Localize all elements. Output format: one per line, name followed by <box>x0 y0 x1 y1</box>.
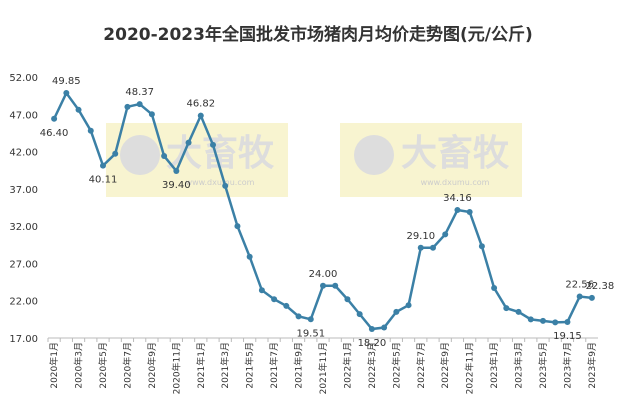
watermark-url: www.dxumu.com <box>421 178 490 187</box>
x-tick-label: 2023年3月 <box>513 342 525 389</box>
x-tick-label: 2023年7月 <box>561 342 573 389</box>
x-tick-label: 2022年5月 <box>390 342 402 389</box>
point <box>271 296 278 303</box>
x-tick-label: 2022年9月 <box>439 342 451 389</box>
point <box>430 244 436 251</box>
data-label: 48.37 <box>125 87 154 98</box>
data-label: 34.16 <box>443 193 472 204</box>
data-label: 46.40 <box>40 128 69 139</box>
point <box>75 106 82 113</box>
data-label: 24.00 <box>309 269 338 280</box>
point <box>393 308 400 315</box>
x-tick-label: 2020年5月 <box>97 342 109 389</box>
point <box>246 253 253 260</box>
y-tick-label: 32.00 <box>9 222 38 233</box>
point <box>87 127 94 134</box>
point <box>197 112 204 119</box>
x-tick-label: 2021年3月 <box>219 342 231 389</box>
data-label: 46.82 <box>186 99 215 110</box>
data-label: 49.85 <box>52 76 81 87</box>
point <box>51 115 58 122</box>
point <box>442 231 449 238</box>
x-tick-label: 2020年1月 <box>48 342 60 389</box>
point <box>332 282 339 289</box>
data-label: 29.10 <box>406 231 435 242</box>
data-label: 22.56 <box>565 280 594 291</box>
point <box>320 282 326 289</box>
point <box>63 90 70 97</box>
x-tick-label: 2023年5月 <box>537 342 549 389</box>
x-tick-label: 2022年7月 <box>415 342 427 389</box>
x-tick-label: 2020年3月 <box>73 342 85 389</box>
point <box>588 294 595 301</box>
x-tick-label: 2023年1月 <box>488 342 500 389</box>
x-tick-label: 2022年3月 <box>366 342 378 389</box>
chart-title: 2020-2023年全国批发市场猪肉月均价走势图(元/公斤) <box>103 24 532 45</box>
y-tick-label: 42.00 <box>9 148 38 159</box>
y-tick-label: 47.00 <box>9 110 38 121</box>
x-tick-label: 2020年9月 <box>146 342 158 389</box>
point <box>368 326 375 333</box>
y-tick-label: 17.00 <box>9 334 38 345</box>
point <box>344 296 351 303</box>
data-label: 40.11 <box>89 175 118 186</box>
data-label: 18.20 <box>358 338 387 349</box>
point <box>283 302 290 309</box>
point <box>515 308 522 315</box>
y-tick-label: 52.00 <box>9 73 38 84</box>
watermark-logo <box>354 135 394 175</box>
y-tick-label: 37.00 <box>9 185 38 196</box>
point <box>148 111 155 118</box>
data-label: 19.51 <box>296 328 325 339</box>
x-tick-label: 2020年11月 <box>170 342 182 394</box>
point <box>454 207 461 214</box>
y-tick-label: 22.00 <box>9 297 38 308</box>
point <box>503 305 510 312</box>
point <box>356 311 363 318</box>
point <box>552 319 559 326</box>
point <box>295 313 302 320</box>
x-tick-label: 2022年11月 <box>464 342 476 394</box>
point <box>161 153 168 160</box>
x-tick-label: 2022年1月 <box>341 342 353 389</box>
point <box>112 150 119 157</box>
point <box>478 243 485 250</box>
point <box>210 141 216 148</box>
watermark-url: www.dxumu.com <box>186 178 255 187</box>
point <box>173 167 180 174</box>
point <box>124 103 131 110</box>
point <box>136 101 143 108</box>
x-tick-label: 2021年1月 <box>195 342 207 389</box>
watermark: 大畜牧 <box>401 133 510 174</box>
y-tick-label: 27.00 <box>9 259 38 270</box>
point <box>185 139 192 146</box>
point <box>576 293 583 300</box>
x-tick-label: 2021年11月 <box>317 342 329 394</box>
x-tick-label: 2021年7月 <box>268 342 280 389</box>
x-tick-label: 2020年7月 <box>121 342 133 389</box>
point <box>564 318 571 325</box>
point <box>222 182 229 189</box>
point <box>540 317 546 324</box>
point <box>527 316 534 323</box>
x-tick-label: 2021年5月 <box>244 342 256 389</box>
point <box>491 285 498 292</box>
watermark-logo <box>120 135 160 175</box>
point <box>381 324 388 331</box>
data-label: 19.15 <box>553 331 582 342</box>
x-tick-label: 2021年9月 <box>293 342 305 389</box>
point <box>466 208 473 215</box>
point <box>417 244 424 251</box>
point <box>100 162 106 169</box>
data-label: 22.38 <box>586 281 615 292</box>
point <box>307 316 314 323</box>
point <box>258 287 265 294</box>
point <box>405 302 412 309</box>
data-label: 39.40 <box>162 180 191 191</box>
x-tick-label: 2023年9月 <box>586 342 598 389</box>
point <box>234 223 241 230</box>
